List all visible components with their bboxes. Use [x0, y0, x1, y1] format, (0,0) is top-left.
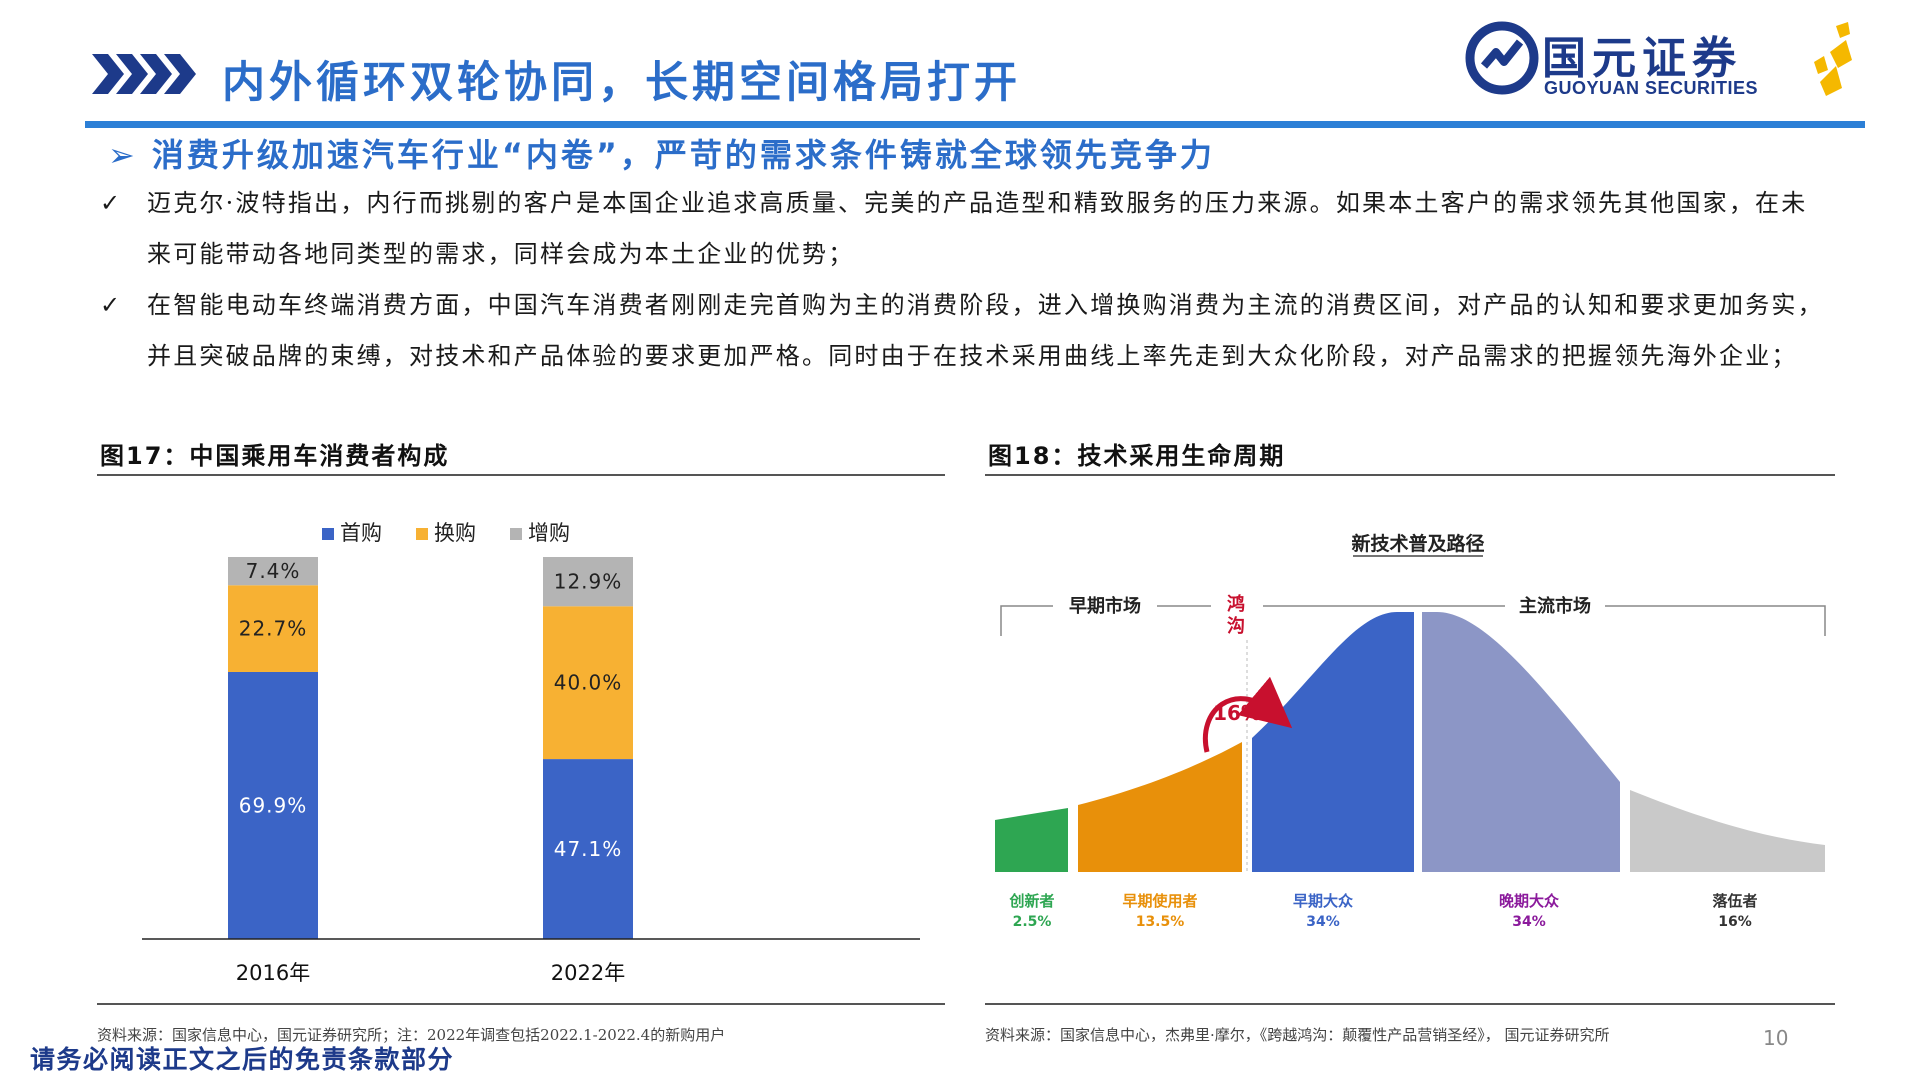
data-label: 40.0% [554, 671, 623, 695]
figure-18-source: 资料来源：国家信息中心，杰弗里·摩尔，《跨越鸿沟：颠覆性产品营销圣经》， 国元证… [985, 1026, 1610, 1044]
page-title: 内外循环双轮协同，长期空间格局打开 [222, 58, 1021, 108]
segment-label: 落伍者 [1712, 892, 1757, 910]
header-divider [85, 121, 1865, 128]
adoption-lifecycle-diagram: 新技术普及路径 早期市场 主流市场 鸿 沟 16% 创新者 2.5% 早期使用者… [995, 532, 1826, 930]
segment-pct: 16% [1718, 914, 1752, 930]
segment-pct: 13.5% [1136, 914, 1185, 930]
segment-pct: 34% [1306, 914, 1340, 930]
subtitle-text: 消费升级加速汽车行业“内卷”，严苛的需求条件铸就全球领先竞争力 [151, 136, 1215, 174]
figure-17-source: 资料来源：国家信息中心，国元证券研究所；注：2022年调查包括2022.1-20… [97, 1026, 726, 1044]
early-market-label: 早期市场 [1069, 595, 1141, 617]
section-subtitle: ➢ 消费升级加速汽车行业“内卷”，严苛的需求条件铸就全球领先竞争力 [108, 130, 1215, 176]
page-number: 10 [1763, 1026, 1789, 1050]
early-market-bracket [1000, 605, 1053, 636]
check-icon: ✓ [100, 291, 123, 319]
arrow-marker-icon: ➢ [108, 136, 138, 174]
diagram-title: 新技术普及路径 [1351, 532, 1484, 555]
bullet-text: 在智能电动车终端消费方面，中国汽车消费者刚刚走完首购为主的消费阶段，进入增换购消… [147, 291, 1824, 370]
chart-legend: 首购 换购 增购 [322, 521, 570, 545]
stacked-bar-chart: 首购 换购 增购 69.9% 22.7% 7.4% 47.1% 40.0% 12.9% 201… [142, 521, 920, 985]
figure-18-caption: 图18：技术采用生命周期 [988, 442, 1286, 470]
figure-17-caption: 图17：中国乘用车消费者构成 [100, 442, 450, 470]
x-tick-label: 2022年 [551, 961, 625, 985]
logo-text-cn: 国元证券 [1542, 33, 1742, 84]
chasm-jump-arrow-icon [1202, 676, 1293, 753]
logo-accent-icon [1814, 22, 1852, 96]
bar-segment [543, 606, 633, 760]
figure-18-top-rule [985, 474, 1835, 476]
logo-text-en: GUOYUAN SECURITIES [1544, 78, 1759, 98]
check-icon: ✓ [100, 189, 123, 217]
legend-label: 换购 [434, 521, 476, 545]
bar-segment [543, 759, 633, 939]
segment-label: 早期使用者 [1122, 892, 1197, 910]
figure-17-top-rule [97, 474, 945, 476]
data-label: 47.1% [554, 837, 623, 861]
data-label: 22.7% [239, 617, 308, 641]
figure-18-bottom-rule [985, 1003, 1835, 1005]
segment-pct: 2.5% [1013, 914, 1052, 930]
data-label: 12.9% [554, 570, 623, 594]
logo-emblem-icon [1465, 21, 1539, 95]
segment-laggards [1630, 790, 1825, 872]
bar-segment [228, 585, 318, 672]
segment-late-majority [1422, 612, 1620, 872]
bullet-item: ✓ 迈克尔·波特指出，内行而挑剔的客户是本国企业追求高质量、完美的产品造型和精致… [100, 178, 1840, 280]
bar-segment [228, 557, 318, 586]
chasm-char-2: 沟 [1227, 615, 1245, 637]
segment-pct: 34% [1512, 914, 1546, 930]
company-logo: 国元证券 GUOYUAN SECURITIES [1464, 18, 1860, 104]
bullet-item: ✓ 在智能电动车终端消费方面，中国汽车消费者刚刚走完首购为主的消费阶段，进入增换… [100, 280, 1840, 433]
segment-early-adopters [1078, 742, 1242, 872]
figure-17-bottom-rule [97, 1003, 945, 1005]
mainstream-bracket-right [1605, 605, 1826, 636]
data-label: 7.4% [246, 559, 301, 583]
x-tick-label: 2016年 [236, 961, 310, 985]
segment-innovators [995, 808, 1068, 872]
bar-segment [228, 671, 318, 939]
x-axis-labels: 2016年 2022年 [236, 961, 625, 985]
mainstream-market-label: 主流市场 [1519, 595, 1591, 617]
segment-early-majority [1252, 611, 1414, 872]
legend-label: 首购 [340, 521, 382, 545]
segment-label: 创新者 [1008, 892, 1054, 910]
data-label: 69.9% [239, 793, 308, 817]
bullet-text: 迈克尔·波特指出，内行而挑剔的客户是本国企业追求高质量、完美的产品造型和精致服务… [147, 189, 1808, 268]
legend-label: 增购 [528, 521, 570, 545]
chasm-percent: 16% [1213, 701, 1261, 725]
legend-swatch [416, 528, 428, 540]
chasm-char-1: 鸿 [1227, 593, 1245, 615]
legend-swatch [510, 528, 522, 540]
bar-segment [543, 557, 633, 607]
legend-swatch [322, 528, 334, 540]
header-chevrons-icon [92, 54, 196, 94]
segment-label: 早期大众 [1293, 892, 1353, 910]
chart-bars: 69.9% 22.7% 7.4% 47.1% 40.0% 12.9% [228, 557, 633, 939]
segment-label: 晚期大众 [1499, 892, 1559, 910]
disclaimer-text: 请务必阅读正文之后的免责条款部分 [30, 1045, 455, 1074]
